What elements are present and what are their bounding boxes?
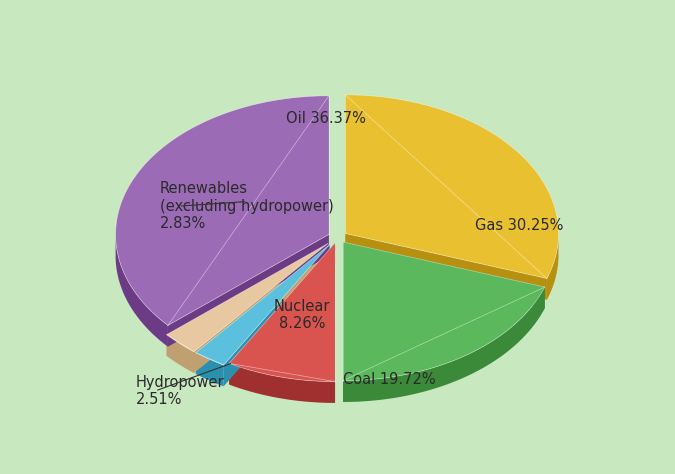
Text: Gas 30.25%: Gas 30.25%: [475, 218, 564, 233]
Polygon shape: [168, 235, 329, 347]
Polygon shape: [196, 245, 329, 365]
Polygon shape: [167, 335, 194, 373]
Text: Coal 19.72%: Coal 19.72%: [344, 372, 436, 387]
Text: Hydropower
2.51%: Hydropower 2.51%: [136, 375, 225, 407]
Text: Oil 36.37%: Oil 36.37%: [286, 111, 366, 126]
Text: Renewables
(excluding hydropower)
2.83%: Renewables (excluding hydropower) 2.83%: [160, 181, 333, 231]
Polygon shape: [115, 96, 329, 326]
Polygon shape: [345, 95, 558, 279]
Polygon shape: [167, 244, 327, 356]
Polygon shape: [223, 245, 329, 386]
Polygon shape: [343, 242, 545, 309]
Polygon shape: [196, 353, 223, 386]
Polygon shape: [343, 242, 545, 381]
Polygon shape: [115, 237, 168, 347]
Polygon shape: [167, 244, 327, 352]
Polygon shape: [230, 243, 335, 385]
Polygon shape: [230, 243, 335, 382]
Polygon shape: [547, 236, 558, 300]
Polygon shape: [194, 244, 327, 373]
Polygon shape: [345, 233, 547, 300]
Text: Nuclear
8.26%: Nuclear 8.26%: [273, 299, 330, 331]
Polygon shape: [343, 287, 545, 402]
Polygon shape: [196, 245, 329, 374]
Polygon shape: [230, 364, 335, 403]
